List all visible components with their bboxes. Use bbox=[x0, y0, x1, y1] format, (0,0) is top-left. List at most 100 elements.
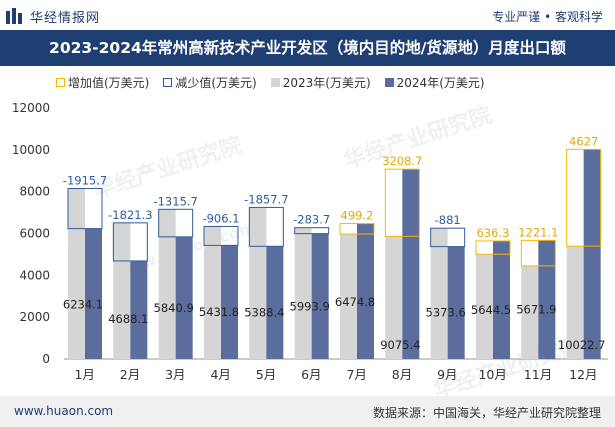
decrease-box bbox=[203, 225, 239, 246]
footer: www.huaon.com 数据来源：中国海关，华经产业研究院整理 bbox=[0, 396, 615, 427]
bar-2024 bbox=[357, 223, 374, 359]
bar-2023 bbox=[566, 246, 584, 359]
bar-2023 bbox=[158, 209, 176, 359]
legend-label-2023: 2023年(万美元) bbox=[282, 75, 371, 90]
y-tick-label: 4000 bbox=[19, 268, 50, 282]
chart-area: 0 2000 4000 6000 8000 10000 12000 -1915.7 6234.1… bbox=[12, 101, 608, 382]
diff-label: 499.2 bbox=[341, 209, 374, 223]
value-label-2024: 6234.1 bbox=[63, 297, 103, 311]
legend-swatch-2024 bbox=[384, 77, 394, 87]
x-tick-label: 8月 bbox=[392, 367, 412, 382]
diff-label: -1857.7 bbox=[244, 192, 288, 206]
bar-2023 bbox=[340, 234, 357, 359]
y-tick-label: 12000 bbox=[12, 101, 50, 115]
increase-box bbox=[384, 168, 420, 237]
bar-2024 bbox=[130, 260, 148, 359]
x-tick-label: 10月 bbox=[478, 367, 506, 382]
bar-2024 bbox=[493, 240, 510, 359]
diff-label: -1821.3 bbox=[108, 208, 152, 222]
value-label-2024: 5644.5 bbox=[471, 303, 511, 317]
x-tick-label: 5月 bbox=[256, 367, 276, 382]
bar-2023 bbox=[430, 228, 448, 359]
legend-swatch-increase bbox=[56, 77, 65, 87]
bar-2024 bbox=[175, 236, 193, 359]
bar-2023 bbox=[521, 265, 539, 359]
x-tick-label: 4月 bbox=[210, 367, 230, 382]
diff-label: -283.7 bbox=[293, 213, 330, 227]
bar-2023 bbox=[249, 207, 267, 359]
diff-label: -1315.7 bbox=[153, 194, 197, 208]
top-bar: 华经情报网 专业严谨 • 客观科学 bbox=[0, 0, 615, 30]
y-tick-label: 6000 bbox=[19, 227, 50, 241]
bar-2023 bbox=[476, 254, 493, 359]
legend-swatch-2023 bbox=[270, 77, 280, 87]
title-bar: 2023-2024年常州高新技术产业开发区（境内目的地/货源地）月度出口额 bbox=[0, 30, 615, 66]
increase-box bbox=[520, 239, 556, 267]
tagline: 专业严谨 • 客观科学 bbox=[492, 10, 603, 24]
bar-2023 bbox=[204, 226, 221, 359]
y-tick-label: 8000 bbox=[19, 185, 50, 199]
y-tick-label: 2000 bbox=[19, 310, 50, 324]
bar-2024 bbox=[266, 246, 284, 359]
value-label-2024: 9075.4 bbox=[380, 338, 420, 352]
value-label-2024: 5373.6 bbox=[426, 305, 466, 319]
decrease-box bbox=[67, 188, 103, 230]
legend-label-increase: 增加值(万美元) bbox=[68, 75, 150, 90]
bar-2024 bbox=[583, 149, 601, 359]
bar-2024 bbox=[221, 245, 238, 359]
bar-2024 bbox=[538, 240, 556, 359]
value-label-2024: 5840.9 bbox=[154, 301, 194, 315]
value-label-2024: 10022.7 bbox=[558, 338, 606, 352]
y-tick-label: 10000 bbox=[12, 143, 50, 157]
value-label-2024: 5388.4 bbox=[244, 305, 284, 319]
footer-website: www.huaon.com bbox=[14, 404, 114, 418]
logo-icon bbox=[6, 8, 22, 24]
legend-label-2024: 2024年(万美元) bbox=[396, 75, 485, 90]
decrease-box bbox=[248, 206, 284, 247]
value-label-2024: 5671.9 bbox=[516, 303, 556, 317]
bar-2024 bbox=[311, 233, 329, 359]
decrease-box bbox=[158, 208, 194, 238]
value-label-2024: 6474.8 bbox=[335, 295, 375, 309]
diff-label: 636.3 bbox=[477, 226, 510, 240]
diff-label: 3208.7 bbox=[382, 154, 422, 168]
diff-label: -906.1 bbox=[202, 211, 239, 225]
diff-label: 1221.1 bbox=[518, 225, 558, 239]
x-tick-label: 1月 bbox=[74, 367, 94, 382]
legend-item-2024: 2024年(万美元) bbox=[384, 74, 485, 91]
increase-box bbox=[339, 223, 375, 235]
x-tick-label: 6月 bbox=[301, 367, 321, 382]
legend-item-increase: 增加值(万美元) bbox=[56, 74, 149, 91]
legend-item-decrease: 减少值(万美元) bbox=[163, 74, 257, 91]
x-tick-label: 2月 bbox=[120, 367, 140, 382]
bar-2024 bbox=[402, 169, 420, 359]
logo: 华经情报网 bbox=[6, 7, 101, 26]
chart-title: 2023-2024年常州高新技术产业开发区（境内目的地/货源地）月度出口额 bbox=[49, 39, 566, 57]
legend: 增加值(万美元) 减少值(万美元) 2023年(万美元) 2024年(万美元) bbox=[56, 73, 499, 91]
bar-2023 bbox=[113, 222, 131, 359]
diff-label: -1915.7 bbox=[63, 174, 107, 188]
decrease-box bbox=[430, 227, 466, 248]
footer-source: 数据来源：中国海关，华经产业研究院整理 bbox=[372, 406, 601, 420]
bar-2023 bbox=[68, 188, 85, 359]
legend-label-decrease: 减少值(万美元) bbox=[175, 75, 257, 90]
value-label-2024: 5993.9 bbox=[290, 300, 330, 314]
bar-2023 bbox=[294, 227, 312, 359]
bar-2024 bbox=[447, 246, 465, 359]
diff-label: -881 bbox=[435, 213, 461, 227]
logo-text: 华经情报网 bbox=[30, 10, 101, 26]
x-tick-label: 12月 bbox=[569, 367, 597, 382]
decrease-box bbox=[294, 227, 330, 235]
value-label-2024: 5431.8 bbox=[199, 305, 239, 319]
decrease-box bbox=[112, 222, 148, 262]
diff-label: 4627 bbox=[569, 134, 598, 148]
x-tick-label: 9月 bbox=[437, 367, 457, 382]
increase-box bbox=[475, 240, 511, 255]
legend-item-2023: 2023年(万美元) bbox=[270, 74, 371, 91]
x-tick-label: 7月 bbox=[346, 367, 366, 382]
legend-swatch-decrease bbox=[163, 77, 173, 87]
value-label-2024: 4688.1 bbox=[108, 312, 148, 326]
bar-2024 bbox=[85, 228, 102, 359]
increase-box bbox=[566, 148, 602, 247]
bar-2023 bbox=[385, 236, 403, 359]
